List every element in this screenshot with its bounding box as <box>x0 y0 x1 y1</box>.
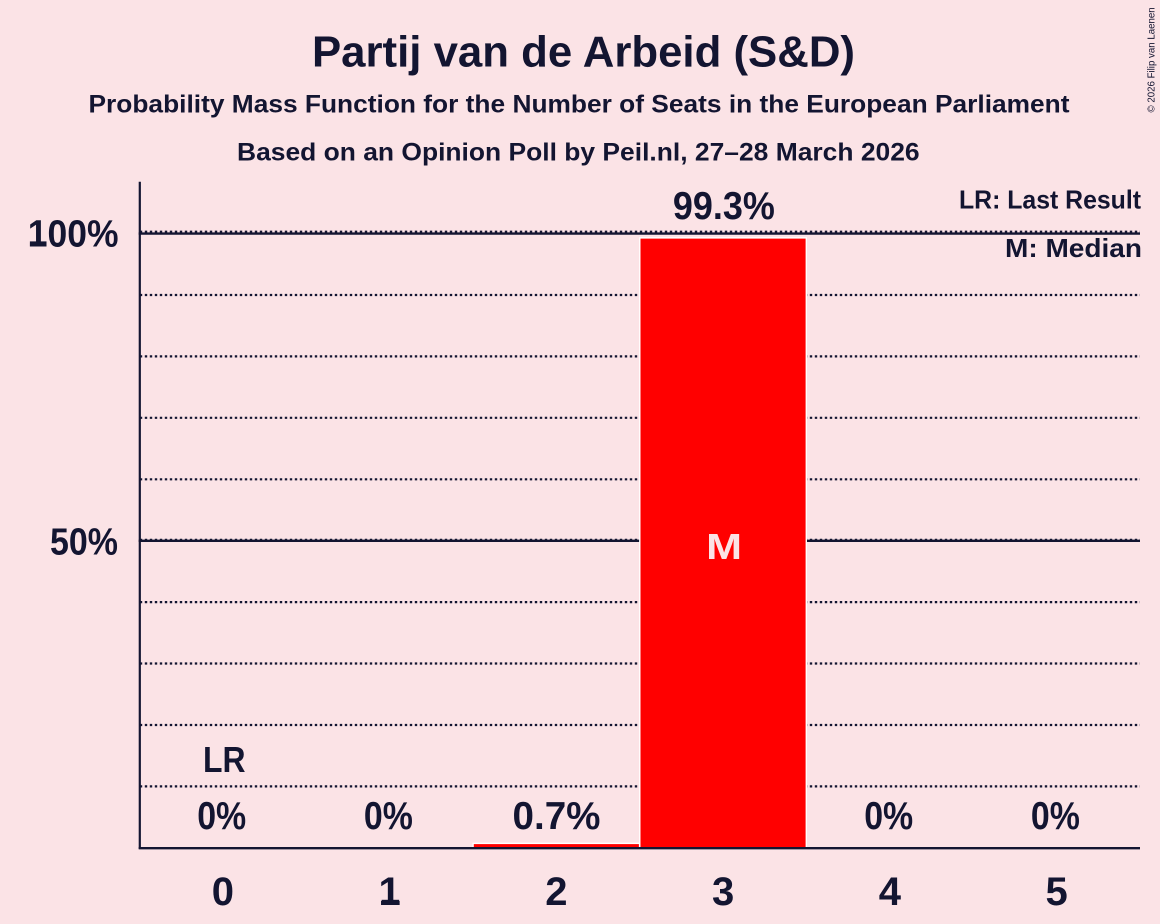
svg-text:0%: 0% <box>1031 795 1080 838</box>
svg-text:© 2026 Filip van Laenen: © 2026 Filip van Laenen <box>1147 7 1158 112</box>
svg-text:5: 5 <box>1045 870 1067 914</box>
svg-text:2: 2 <box>545 870 567 914</box>
svg-text:0%: 0% <box>364 795 413 838</box>
svg-text:0: 0 <box>212 870 234 914</box>
svg-text:M: M <box>706 527 742 567</box>
svg-text:LR: Last Result: LR: Last Result <box>959 185 1141 215</box>
svg-text:LR: LR <box>203 739 246 780</box>
svg-text:1: 1 <box>378 870 400 914</box>
svg-text:100%: 100% <box>28 214 119 256</box>
svg-text:0%: 0% <box>864 795 913 838</box>
svg-text:3: 3 <box>712 870 734 914</box>
svg-text:M: Median: M: Median <box>1005 233 1142 263</box>
svg-text:Probability Mass Function for: Probability Mass Function for the Number… <box>89 91 1071 119</box>
svg-text:4: 4 <box>879 870 902 914</box>
svg-text:Based on an Opinion Poll by Pe: Based on an Opinion Poll by Peil.nl, 27–… <box>237 138 920 166</box>
svg-text:Partij van de Arbeid (S&D): Partij van de Arbeid (S&D) <box>312 27 855 76</box>
svg-text:50%: 50% <box>50 522 118 564</box>
svg-text:0.7%: 0.7% <box>513 795 601 838</box>
svg-text:0%: 0% <box>197 795 246 838</box>
svg-text:99.3%: 99.3% <box>673 185 775 228</box>
